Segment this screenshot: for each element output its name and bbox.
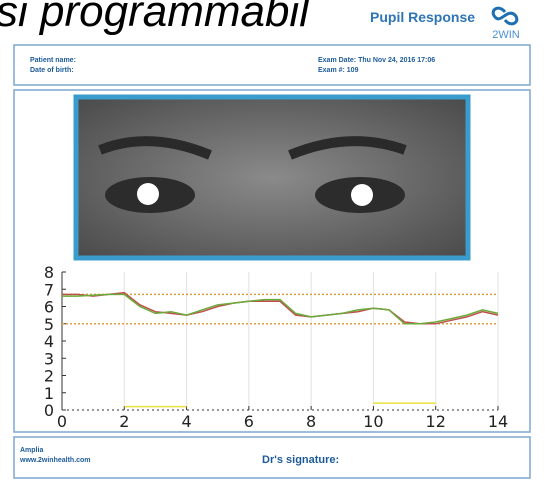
y-tick-label: 7 xyxy=(44,280,54,299)
x-tick-label: 8 xyxy=(306,412,316,431)
main-box xyxy=(13,89,531,433)
y-tick-label: 2 xyxy=(44,367,54,386)
data-line xyxy=(62,293,499,325)
x-tick-label: 6 xyxy=(244,412,254,431)
pupil-reflex xyxy=(137,183,159,205)
x-tick-label: 10 xyxy=(363,412,383,431)
x-tick-label: 14 xyxy=(488,412,508,431)
x-tick-label: 12 xyxy=(426,412,446,431)
date-of-birth: Date of birth: xyxy=(30,67,74,74)
y-tick-label: 8 xyxy=(44,263,54,282)
patient-name: Patient name: xyxy=(30,57,76,64)
eyebrow xyxy=(98,136,212,160)
overlay-text: si programmabil xyxy=(0,0,310,36)
logo-text: 2WIN xyxy=(492,29,520,41)
signature-label: Dr's signature: xyxy=(262,454,339,466)
exam-date: Exam Date: Thu Nov 24, 2016 17:06 xyxy=(318,57,435,64)
eye-image xyxy=(73,94,471,261)
y-tick-label: 1 xyxy=(44,384,54,403)
logo-mark xyxy=(491,6,519,26)
website: www.2winhealth.com xyxy=(19,457,91,464)
image-frame xyxy=(73,94,471,261)
pupil-reflex xyxy=(351,184,373,206)
x-tick-label: 4 xyxy=(181,412,191,431)
footer-box xyxy=(13,436,531,479)
x-tick-label: 2 xyxy=(119,412,129,431)
y-tick-label: 4 xyxy=(44,332,54,351)
y-tick-label: 6 xyxy=(44,298,54,317)
company: Amplia xyxy=(20,447,43,454)
exam-number: Exam #: 109 xyxy=(318,67,359,74)
y-tick-label: 5 xyxy=(44,315,54,334)
y-tick-label: 3 xyxy=(44,349,54,368)
x-tick-label: 0 xyxy=(57,412,67,431)
patient-box xyxy=(13,44,531,86)
eyebrow xyxy=(288,136,407,160)
y-tick-label: 0 xyxy=(44,401,54,420)
data-line xyxy=(124,402,436,408)
report-title: Pupil Response xyxy=(370,9,475,25)
